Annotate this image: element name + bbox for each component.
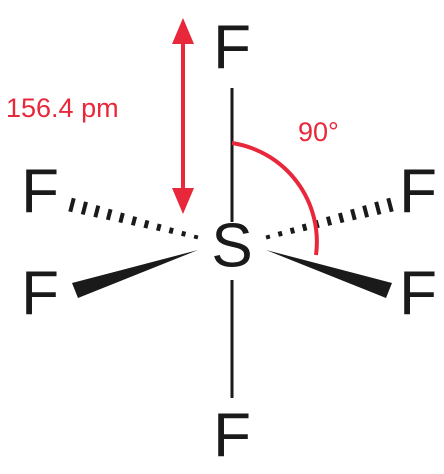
hash-segment (93, 205, 101, 218)
hash-segment (68, 197, 76, 213)
hash-segment (362, 205, 370, 218)
bond-wedge-left (72, 250, 198, 298)
atom-ligand: F (399, 157, 437, 226)
atom-ligand: F (213, 401, 251, 470)
hash-segment (374, 201, 382, 215)
hash-segment (168, 227, 174, 235)
hash-segment (337, 212, 345, 224)
hash-segment (350, 208, 357, 221)
hash-segment (80, 201, 88, 215)
length-arrow-head-top (172, 18, 194, 44)
atom-ligand: F (21, 157, 59, 226)
angle-arc (231, 141, 319, 256)
atom-center: S (211, 211, 252, 280)
hash-segment (301, 223, 308, 232)
hash-segment (155, 223, 162, 232)
hash-segment (130, 216, 138, 226)
atom-ligand: F (399, 259, 437, 328)
hash-segment (289, 227, 296, 235)
atom-ligand: F (213, 13, 251, 82)
hash-segment (181, 230, 187, 237)
atom-ligand: F (21, 259, 59, 328)
angle-label: 90° (298, 117, 339, 147)
hash-segment (325, 216, 333, 226)
bond-length-label: 156.4 pm (6, 93, 119, 123)
hash-segment (386, 197, 394, 213)
hash-segment (118, 212, 125, 224)
bond-wedge-right (266, 250, 392, 298)
hash-segment (265, 234, 271, 240)
hash-segment (105, 208, 113, 221)
length-arrow-head-bottom (172, 188, 194, 214)
hash-segment (277, 230, 283, 237)
hash-segment (193, 234, 199, 240)
hash-segment (143, 219, 150, 229)
